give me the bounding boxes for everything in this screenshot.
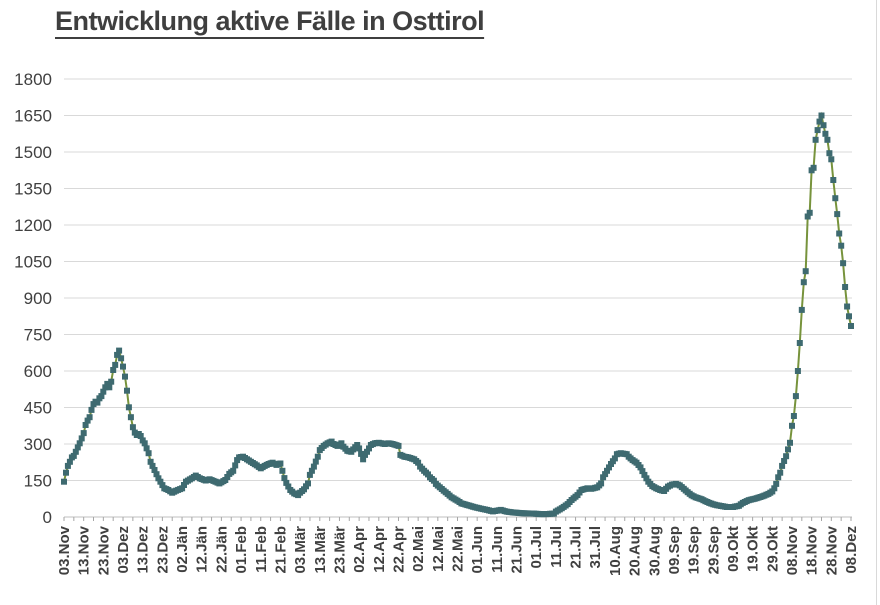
x-tick-label: 03.Nov: [56, 525, 73, 575]
x-axis-labels: 03.Nov 13.Nov 23.Nov 03.Dez 13.Dez 23.Dez 02.J…: [56, 525, 860, 576]
y-tick-label: 750: [24, 326, 52, 345]
series-line: [63, 111, 852, 516]
x-tick-label: 22.Mai: [450, 526, 467, 572]
x-tick-label: 09.Okt: [725, 526, 742, 572]
y-tick-label: 1350: [14, 180, 52, 199]
y-tick-label: 600: [24, 362, 52, 381]
x-tick-label: 08.Dez: [843, 526, 860, 574]
x-tick-label: 01.Jul: [528, 526, 545, 569]
x-tick-label: 22.Apr: [390, 526, 407, 573]
x-axis-ticks: [63, 517, 852, 521]
x-tick-label: 01.Feb: [233, 526, 250, 574]
x-tick-label: 28.Nov: [823, 525, 840, 575]
x-tick-label: 31.Jul: [587, 526, 604, 569]
chart-title: Entwicklung aktive Fälle in Osttirol: [55, 6, 485, 36]
x-tick-label: 03.Dez: [115, 526, 132, 574]
y-tick-label: 1650: [14, 107, 52, 126]
x-tick-label: 01.Jun: [469, 526, 486, 574]
x-tick-label: 12.Jän: [194, 526, 211, 573]
x-tick-label: 10.Aug: [607, 526, 624, 576]
x-tick-label: 21.Jul: [568, 526, 585, 569]
x-tick-label: 21.Jun: [509, 526, 526, 574]
y-tick-label: 1500: [14, 143, 52, 162]
y-tick-label: 1800: [14, 70, 52, 89]
x-tick-label: 12.Mai: [430, 526, 447, 572]
x-tick-label: 20.Aug: [627, 526, 644, 576]
x-tick-label: 18.Nov: [804, 525, 821, 575]
x-tick-label: 11.Jun: [489, 526, 506, 573]
x-tick-label: 11.Feb: [253, 526, 270, 573]
y-tick-label: 900: [24, 289, 52, 308]
x-tick-label: 22.Jän: [213, 526, 230, 573]
x-tick-label: 23.Nov: [95, 525, 112, 575]
x-tick-label: 08.Nov: [784, 525, 801, 575]
x-tick-label: 12.Apr: [371, 526, 388, 573]
x-tick-label: 03.Mär: [292, 526, 309, 574]
x-tick-label: 19.Okt: [745, 526, 762, 572]
x-tick-label: 11.Jul: [548, 526, 565, 568]
x-tick-label: 13.Nov: [76, 525, 93, 575]
y-tick-label: 450: [24, 399, 52, 418]
y-tick-label: 300: [24, 435, 52, 454]
y-gridlines: [64, 78, 852, 518]
y-tick-label: 150: [24, 472, 52, 491]
y-tick-label: 0: [43, 508, 52, 527]
series-markers: [61, 112, 854, 518]
window-edge-divider: [876, 0, 877, 605]
x-tick-label: 13.Mär: [312, 526, 329, 574]
x-tick-label: 23.Mär: [331, 526, 348, 574]
y-axis-labels: 0 150 300 450 600 750 900 1050 1200 1350 1500 1650 1…: [14, 70, 52, 527]
y-tick-label: 1050: [14, 253, 52, 272]
x-tick-label: 19.Sep: [686, 526, 703, 574]
x-tick-label: 30.Aug: [646, 526, 663, 576]
x-tick-label: 02.Jän: [174, 526, 191, 573]
x-tick-label: 02.Apr: [351, 526, 368, 573]
x-tick-label: 02.Mai: [410, 526, 427, 572]
x-tick-label: 29.Okt: [764, 526, 781, 572]
y-tick-label: 1200: [14, 216, 52, 235]
x-tick-label: 29.Sep: [705, 526, 722, 574]
x-tick-label: 21.Feb: [272, 526, 289, 574]
x-tick-label: 23.Dez: [154, 526, 171, 574]
x-tick-label: 09.Sep: [666, 526, 683, 574]
x-tick-label: 13.Dez: [135, 526, 152, 574]
